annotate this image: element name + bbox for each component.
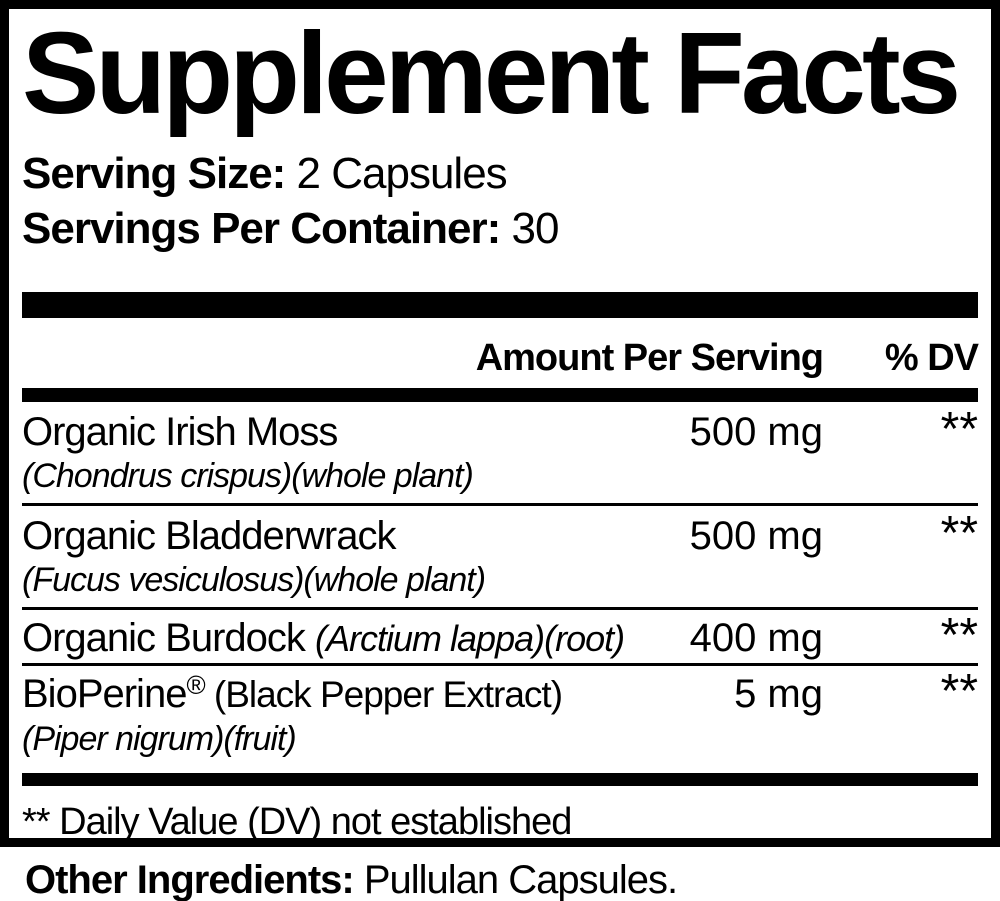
footnote-divider-bar	[22, 773, 978, 787]
ingredient-row: Organic Irish Moss 500 mg ** (Chondrus cris…	[22, 402, 978, 507]
registered-trademark-symbol: ®	[186, 670, 205, 701]
amount-per-serving-value: 500 mg	[689, 410, 823, 455]
ingredient-name: Organic Burdock (Arctium lappa)(root)	[22, 616, 625, 661]
ingredient-rows: Organic Irish Moss 500 mg ** (Chondrus cris…	[22, 402, 978, 773]
ingredient-subline: (Piper nigrum)(fruit)	[22, 720, 297, 759]
percent-dv-value: **	[940, 507, 978, 561]
percent-dv-value: **	[940, 403, 978, 457]
ingredient-name-text: BioPerine	[22, 672, 187, 717]
other-ingredients-label: Other Ingredients:	[25, 858, 355, 901]
panel-title: Supplement Facts	[22, 8, 961, 138]
ingredient-row-main: BioPerine® (Black Pepper Extract) 5 mg **	[22, 665, 978, 719]
serving-size-value: 2 Capsules	[285, 149, 508, 199]
ingredient-name-text: Organic Irish Moss	[22, 410, 338, 455]
other-ingredients-value: Pullulan Capsules.	[353, 858, 678, 901]
ingredient-name: Organic Bladderwrack	[22, 516, 396, 556]
ingredient-name: BioPerine® (Black Pepper Extract)	[22, 672, 563, 717]
other-ingredients-line: Other Ingredients: Pullulan Capsules.	[25, 858, 1000, 901]
ingredient-row-main: Organic Burdock (Arctium lappa)(root) 400…	[22, 609, 978, 663]
percent-dv-value: **	[940, 609, 978, 663]
top-divider-bar	[22, 292, 978, 319]
amount-per-serving-value: 400 mg	[689, 616, 823, 661]
amount-per-serving-value: 500 mg	[689, 514, 823, 559]
ingredient-subline: (Fucus vesiculosus)(whole plant)	[22, 561, 486, 600]
header-divider-bar	[22, 388, 978, 403]
amount-per-serving-value: 5 mg	[734, 672, 823, 717]
ingredient-row-main: Organic Irish Moss 500 mg **	[22, 403, 978, 457]
label-box: Supplement Facts Serving Size: 2 Capsule…	[0, 0, 1000, 847]
ingredient-row: BioPerine® (Black Pepper Extract) 5 mg ** (…	[22, 666, 978, 773]
ingredient-row-main: Organic Bladderwrack 500 mg **	[22, 507, 978, 561]
ingredient-row: Organic Burdock (Arctium lappa)(root) 400…	[22, 609, 978, 667]
servings-per-container-value: 30	[500, 203, 559, 253]
ingredient-name: Organic Irish Moss	[22, 410, 338, 455]
ingredient-name-text: Organic Burdock	[22, 616, 316, 661]
daily-value-footnote: ** Daily Value (DV) not established	[22, 801, 572, 844]
column-header-row: Amount Per Serving % DV	[22, 318, 979, 388]
percent-dv-value: **	[940, 665, 978, 719]
servings-per-container-line: Servings Per Container: 30	[22, 203, 978, 253]
ingredient-row: Organic Bladderwrack 500 mg ** (Fucus vesic…	[22, 506, 978, 611]
serving-size-line: Serving Size: 2 Capsules	[22, 150, 978, 198]
ingredient-name-text: Organic Bladderwrack	[22, 514, 396, 559]
percent-dv-header: % DV	[884, 337, 979, 380]
ingredient-subline: (Chondrus crispus)(whole plant)	[22, 457, 474, 496]
ingredient-name-text: (Black Pepper Extract)	[204, 674, 563, 716]
ingredient-latin-name: (Arctium lappa)(root)	[315, 618, 625, 660]
amount-per-serving-header: Amount Per Serving	[475, 337, 824, 380]
serving-size-label: Serving Size:	[22, 149, 286, 199]
servings-per-container-label: Servings Per Container:	[22, 203, 501, 253]
